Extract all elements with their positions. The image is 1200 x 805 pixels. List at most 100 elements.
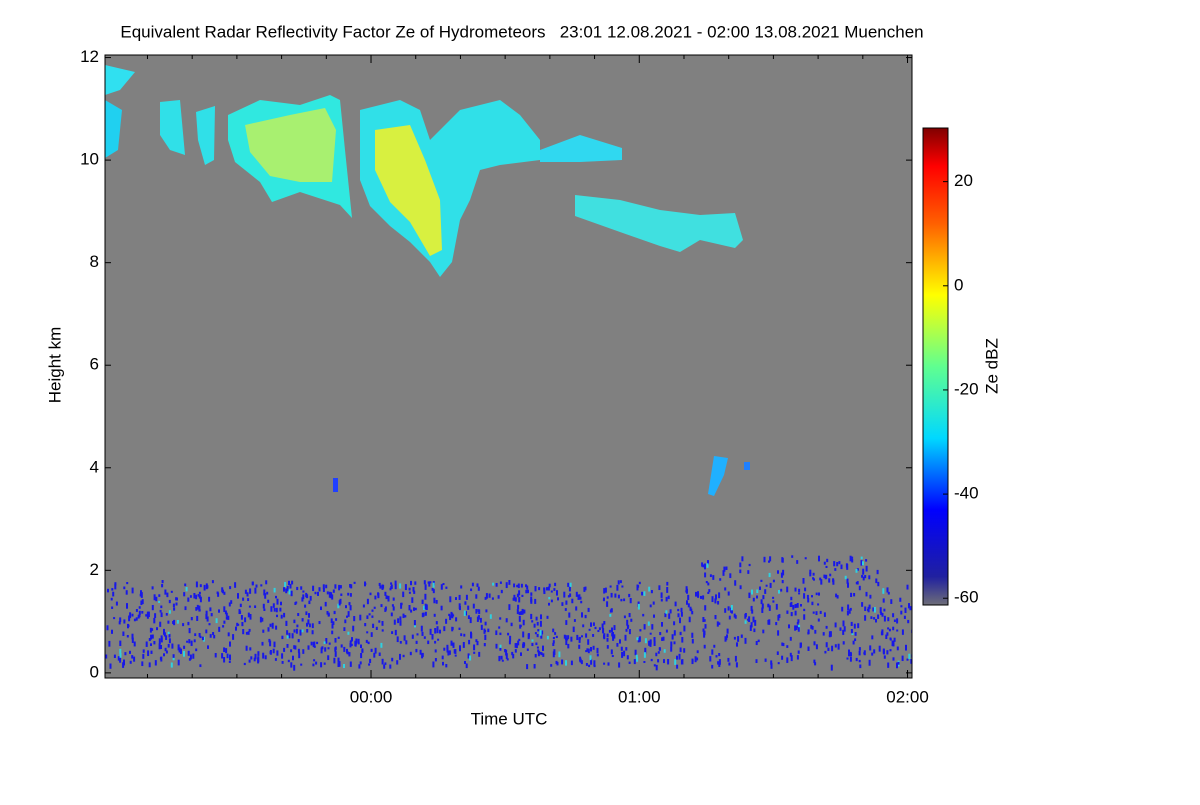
echo-speckle [470,588,473,592]
echo-speckle [855,582,858,585]
echo [245,108,336,182]
echo-speckle [643,624,646,630]
echo-speckle [873,607,876,613]
echo-speckle [322,588,325,592]
echo-speckle [111,629,113,634]
echo-speckle [764,658,767,662]
echo-speckle [543,591,546,595]
echo-speckle [904,607,907,614]
echo-speckle [657,659,660,663]
echo-speckle [520,583,523,588]
echo-speckle [126,635,129,638]
echo-speckle [552,640,555,644]
echo-speckle [536,621,539,626]
echo-speckle [347,592,350,596]
echo-speckle [535,642,538,646]
echo-speckle [572,626,575,633]
echo-speckle [478,651,481,657]
echo-speckle [547,586,550,591]
echo-speckle [666,587,669,593]
echo-speckle [138,606,141,609]
echo-speckle [744,620,747,624]
echo-speckle [735,662,738,668]
echo-speckle [287,659,290,663]
echo-speckle [540,652,543,656]
echo-speckle [553,649,556,655]
echo-speckle [297,639,300,643]
echo-speckle [584,586,587,591]
echo-speckle [263,608,266,611]
echo-speckle [317,591,319,596]
echo-speckle [362,604,365,608]
echo-speckle [851,632,854,635]
echo-speckle [229,654,231,661]
echo-speckle [534,598,537,604]
echo-speckle [848,649,850,654]
echo-speckle [172,603,175,608]
echo-speckle [337,657,340,663]
echo-speckle [180,648,182,654]
echo-speckle [353,581,356,584]
echo-speckle [476,583,479,587]
echo-speckle [643,652,646,658]
echo-speckle [592,634,595,637]
echo-speckle [893,619,896,622]
echo-speckle [283,647,286,652]
echo-speckle [747,618,749,621]
echo-speckle [769,556,772,562]
echo-speckle [647,621,650,626]
echo-speckle [809,572,812,577]
echo-speckle [158,594,161,597]
echo-speckle [402,591,405,598]
echo-speckle [513,583,516,588]
echo-speckle [183,645,186,649]
echo-speckle [166,592,169,598]
echo-speckle [269,650,272,655]
echo-speckle [554,632,557,635]
echo-speckle [584,614,587,619]
echo-speckle [807,629,810,635]
echo-speckle [322,584,325,590]
echo-speckle [513,594,516,601]
echo-speckle [789,636,792,641]
echo-speckle [467,605,470,610]
echo-speckle [433,613,436,617]
echo-speckle [164,589,167,595]
echo-speckle [663,659,665,664]
echo-speckle [416,633,419,636]
echo-speckle [286,635,289,639]
echo-speckle [807,631,810,635]
echo-speckle [722,570,725,576]
echo-speckle [535,616,538,621]
echo-speckle [527,633,530,640]
echo-speckle [160,612,163,618]
echo-speckle [807,598,810,603]
echo-speckle [173,619,176,626]
echo [744,462,750,470]
echo-speckle [184,606,187,611]
echo-speckle [546,615,549,619]
colorbar-tick-label: -60 [954,588,979,607]
echo-speckle [312,585,315,592]
echo-speckle [887,662,890,668]
echo-speckle [272,648,275,654]
echo-speckle [702,595,705,600]
echo-speckle [854,632,857,636]
echo-speckle [628,661,631,664]
echo-speckle [761,607,764,613]
echo-speckle [138,614,141,618]
echo-speckle [601,623,604,629]
echo-speckle [128,615,131,622]
echo-speckle [155,596,158,602]
echo-speckle [537,629,540,632]
echo-speckle [421,599,424,604]
echo-speckle [205,629,208,634]
echo-speckle [163,628,165,635]
echo-speckle [563,591,566,598]
echo-speckle [448,650,451,655]
echo-speckle [449,596,452,603]
echo-speckle [347,631,350,635]
echo-speckle [767,604,770,607]
echo-speckle [575,606,578,611]
echo-speckle [855,657,858,662]
